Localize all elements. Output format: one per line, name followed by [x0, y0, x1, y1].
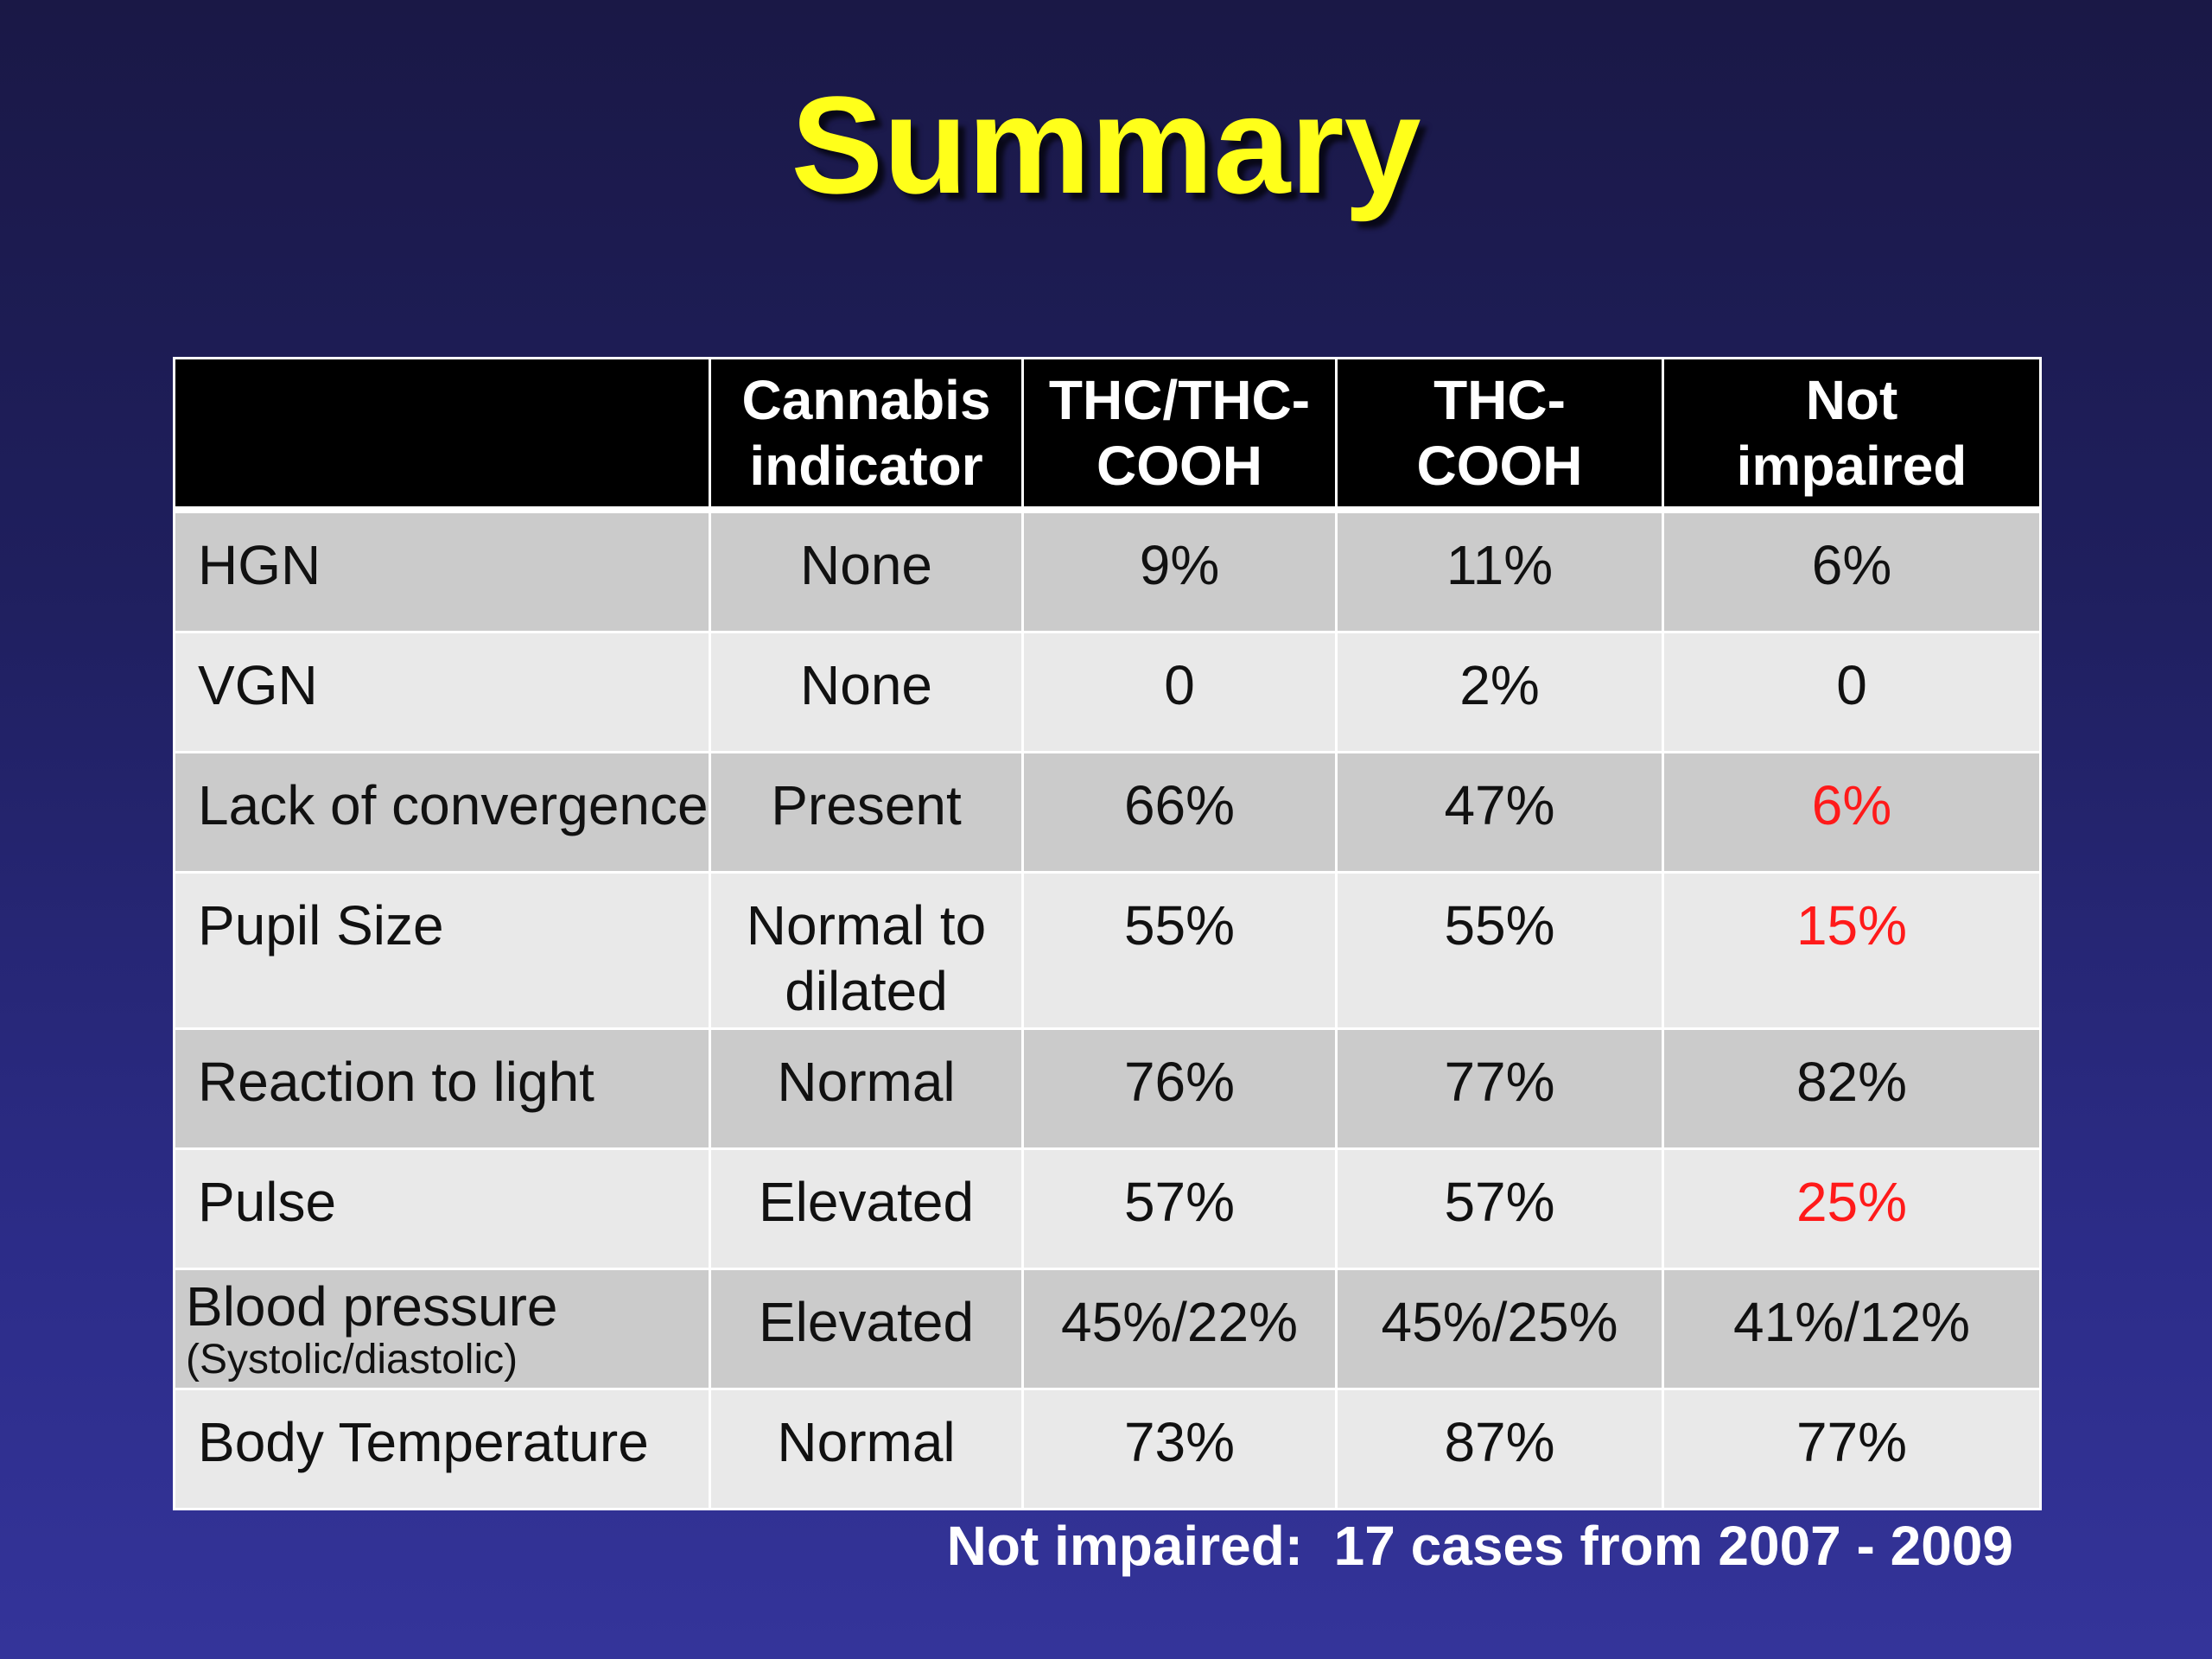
not-impaired-cell-highlight: 25% — [1662, 1147, 2042, 1270]
indicator-line: dilated — [785, 960, 948, 1022]
thc-thccooh-cell: 9% — [1021, 508, 1338, 633]
thc-thccooh-cell: 66% — [1021, 751, 1338, 874]
row-label: Pupil Size — [173, 871, 711, 1030]
row-label: Body Temperature — [173, 1388, 711, 1510]
cannabis-indicator-cell: Normal — [709, 1027, 1024, 1150]
header-cell-thccooh: THC- COOH — [1335, 357, 1664, 513]
cannabis-indicator-cell: None — [709, 508, 1024, 633]
footnote: Not impaired: 17 cases from 2007 - 2009 — [946, 1515, 2013, 1577]
table-row-vgn: VGN None 0 2% 0 — [173, 631, 2042, 753]
header-line: Cannabis — [741, 369, 991, 431]
table-row-blood-pressure: Blood pressure (Systolic/diastolic) Elev… — [173, 1268, 2042, 1390]
thccooh-cell: 55% — [1335, 871, 1664, 1030]
not-impaired-cell: 41%/12% — [1662, 1268, 2042, 1390]
thccooh-cell: 11% — [1335, 508, 1664, 633]
header-cell-thc-thccooh: THC/THC- COOH — [1021, 357, 1338, 513]
indicator-line: Normal to — [746, 894, 987, 957]
cannabis-indicator-cell: Elevated — [709, 1268, 1024, 1390]
thc-thccooh-cell: 57% — [1021, 1147, 1338, 1270]
not-impaired-cell: 82% — [1662, 1027, 2042, 1150]
cannabis-indicator-cell: Normal — [709, 1388, 1024, 1510]
not-impaired-cell: 77% — [1662, 1388, 2042, 1510]
header-line: COOH — [1096, 435, 1262, 497]
thccooh-cell: 87% — [1335, 1388, 1664, 1510]
not-impaired-cell: 0 — [1662, 631, 2042, 753]
cannabis-indicator-cell: Present — [709, 751, 1024, 874]
header-line: THC- — [1433, 369, 1566, 431]
row-label: Lack of convergence — [173, 751, 711, 874]
thc-thccooh-cell: 45%/22% — [1021, 1268, 1338, 1390]
thccooh-cell: 2% — [1335, 631, 1664, 753]
cannabis-indicator-cell: Normal to dilated — [709, 871, 1024, 1030]
header-cell-cannabis-indicator: Cannabis indicator — [709, 357, 1024, 513]
thccooh-cell: 45%/25% — [1335, 1268, 1664, 1390]
thccooh-cell: 57% — [1335, 1147, 1664, 1270]
table-row-pupil-size: Pupil Size Normal to dilated 55% 55% 15% — [173, 871, 2042, 1030]
cannabis-indicator-cell: None — [709, 631, 1024, 753]
table-row-reaction-to-light: Reaction to light Normal 76% 77% 82% — [173, 1027, 2042, 1150]
table-row-pulse: Pulse Elevated 57% 57% 25% — [173, 1147, 2042, 1270]
slide-title: Summary — [791, 67, 1421, 222]
row-label: Reaction to light — [173, 1027, 711, 1150]
summary-table: Cannabis indicator THC/THC- COOH THC- CO… — [173, 357, 2042, 1510]
table-row-lack-of-convergence: Lack of convergence Present 66% 47% 6% — [173, 751, 2042, 874]
cannabis-indicator-cell: Elevated — [709, 1147, 1024, 1270]
table-row-body-temperature: Body Temperature Normal 73% 87% 77% — [173, 1388, 2042, 1510]
row-label: VGN — [173, 631, 711, 753]
not-impaired-cell-highlight: 6% — [1662, 751, 2042, 874]
header-line: THC/THC- — [1048, 369, 1311, 431]
row-label: Pulse — [173, 1147, 711, 1270]
thc-thccooh-cell: 0 — [1021, 631, 1338, 753]
thc-thccooh-cell: 55% — [1021, 871, 1338, 1030]
thccooh-cell: 77% — [1335, 1027, 1664, 1150]
thc-thccooh-cell: 73% — [1021, 1388, 1338, 1510]
not-impaired-cell-highlight: 15% — [1662, 871, 2042, 1030]
header-row: Cannabis indicator THC/THC- COOH THC- CO… — [173, 357, 2042, 513]
row-label-main: Blood pressure — [186, 1275, 558, 1338]
row-label: Blood pressure (Systolic/diastolic) — [173, 1268, 711, 1390]
header-line: COOH — [1416, 435, 1583, 497]
row-label-sub: (Systolic/diastolic) — [186, 1337, 518, 1382]
header-cell-not-impaired: Not impaired — [1662, 357, 2042, 513]
table-row-hgn: HGN None 9% 11% 6% — [173, 508, 2042, 633]
row-label: HGN — [173, 508, 711, 633]
header-line: Not — [1805, 369, 1898, 431]
header-line: impaired — [1736, 435, 1967, 497]
thc-thccooh-cell: 76% — [1021, 1027, 1338, 1150]
thccooh-cell: 47% — [1335, 751, 1664, 874]
header-line: indicator — [749, 435, 983, 497]
not-impaired-cell: 6% — [1662, 508, 2042, 633]
header-cell-empty — [173, 357, 711, 513]
